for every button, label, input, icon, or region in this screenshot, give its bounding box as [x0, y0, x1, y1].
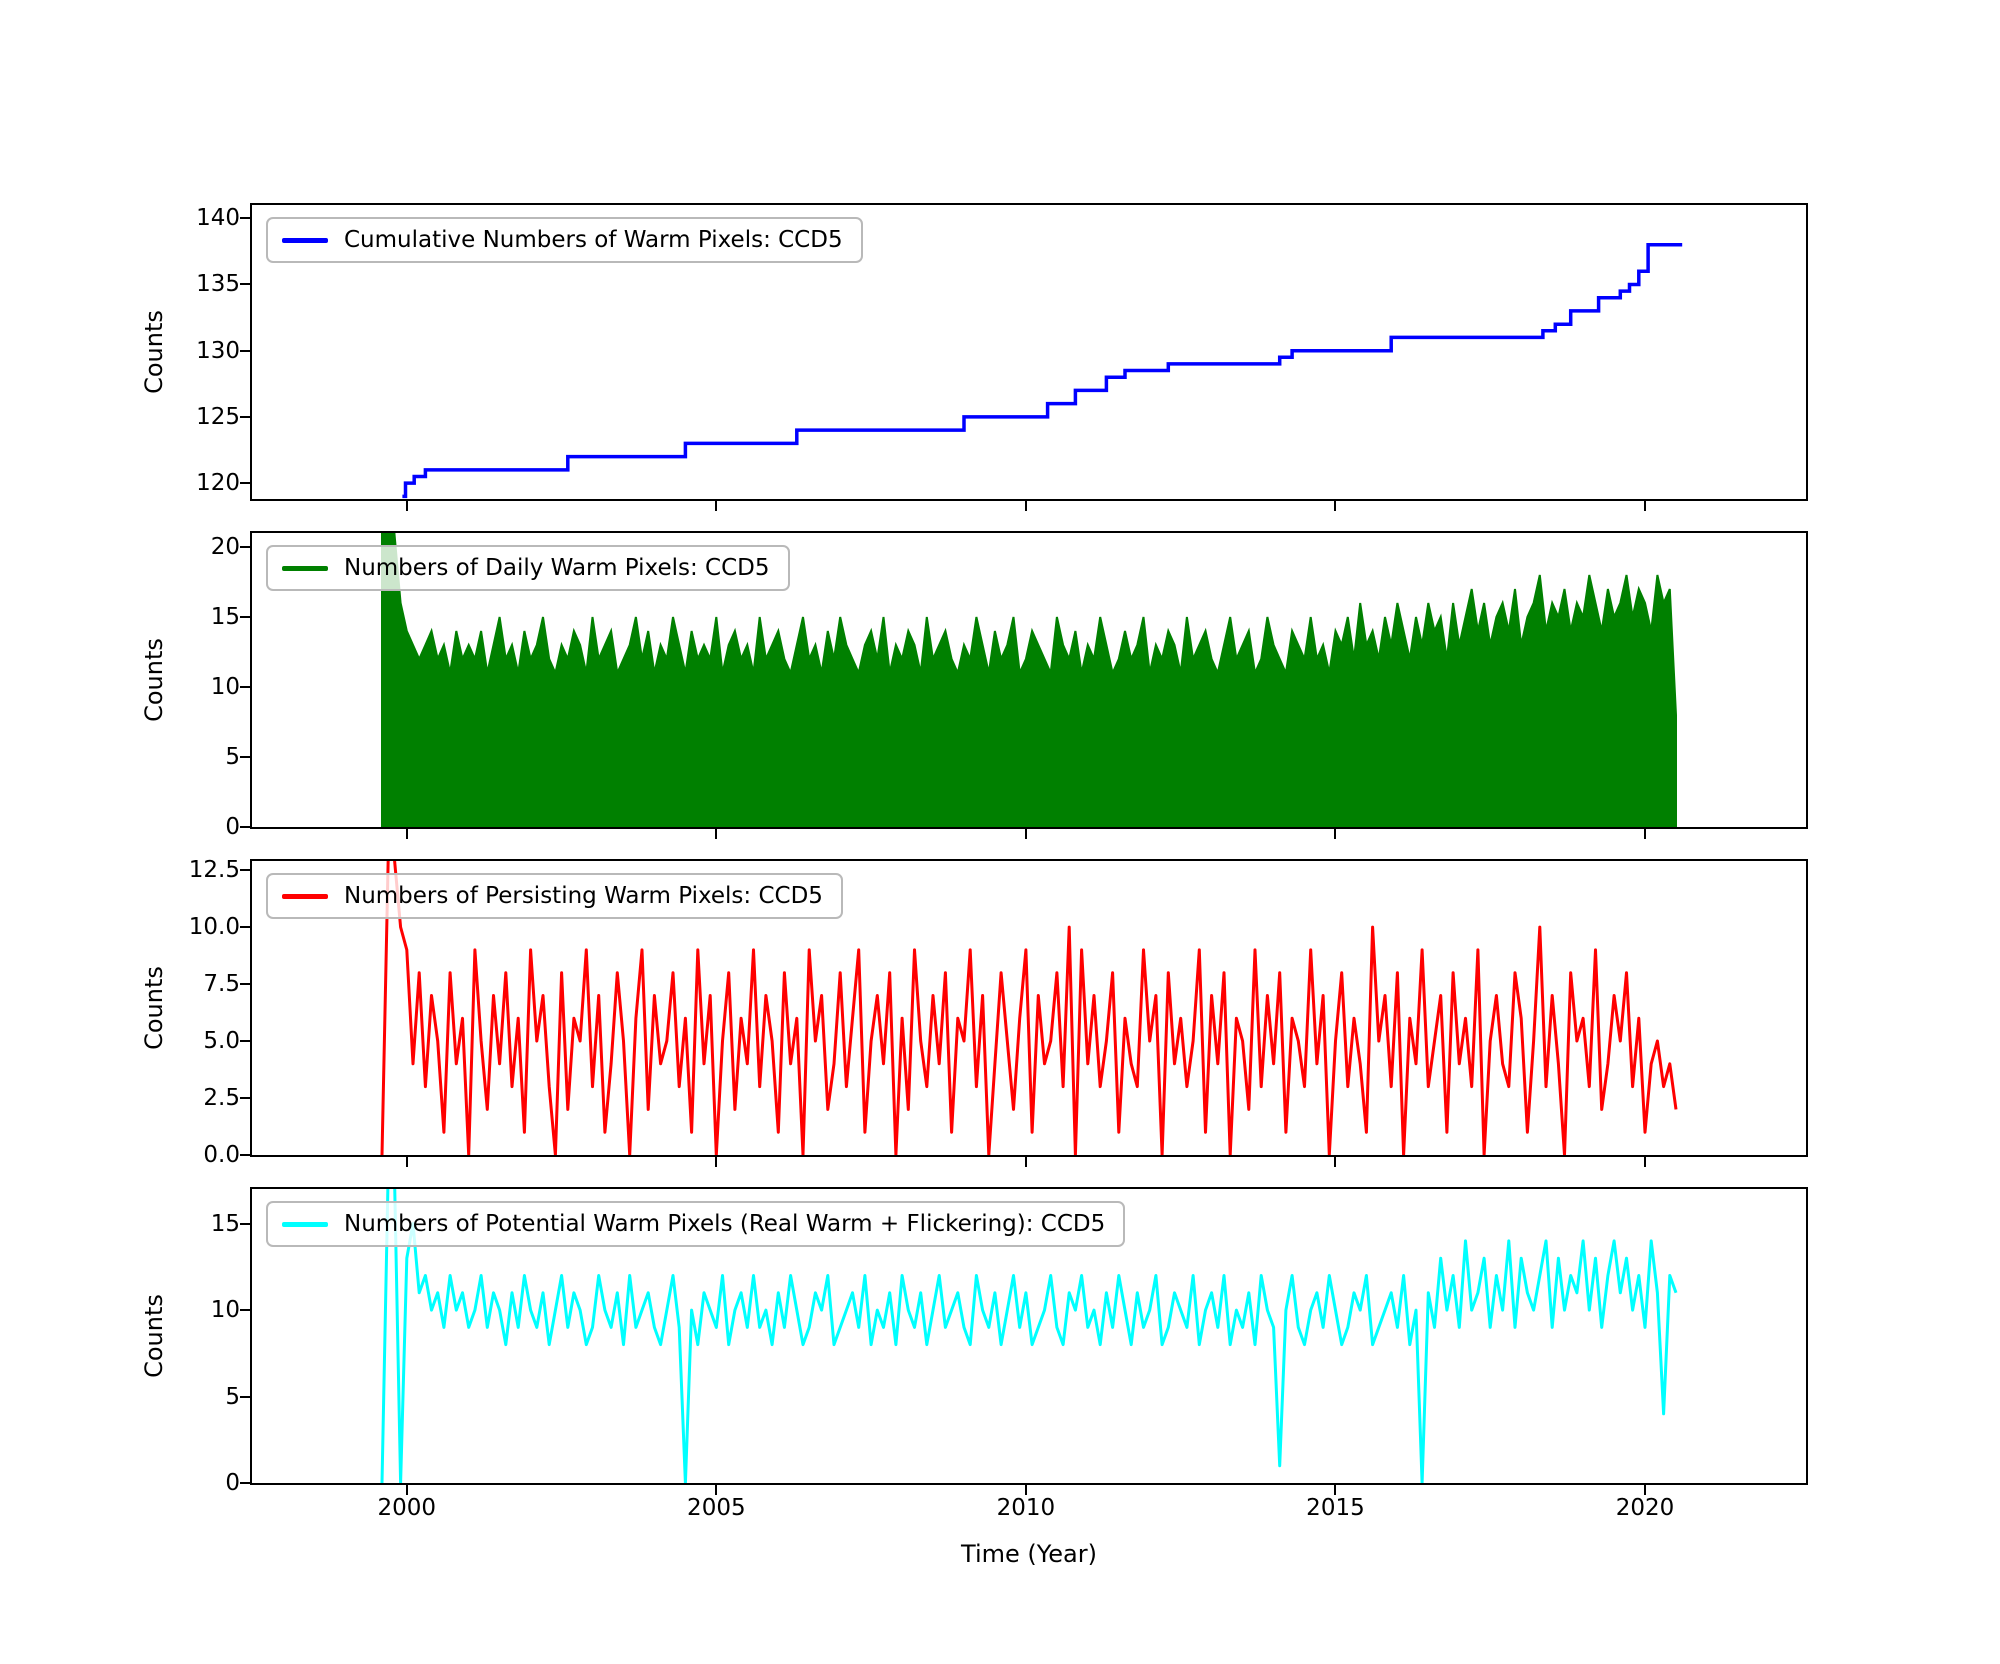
y-tick-mark: [240, 546, 250, 548]
y-tick-mark: [240, 869, 250, 872]
y-tick-label: 15: [210, 1210, 240, 1237]
series-step-line: [402, 242, 1683, 499]
plot-canvas: [380, 861, 1678, 1155]
y-tick-mark: [240, 926, 250, 929]
y-tick-label: 10: [210, 674, 240, 700]
x-tick-mark: [1644, 1485, 1647, 1495]
y-tick-mark: [240, 1309, 250, 1312]
x-tick-mark: [405, 1157, 408, 1167]
x-tick-mark: [405, 829, 408, 839]
x-tick-mark: [1334, 1157, 1337, 1167]
y-tick-mark: [240, 826, 250, 828]
y-tick-label: 0.0: [203, 1142, 240, 1168]
plot-canvas: [381, 533, 1677, 827]
x-tick-mark: [1024, 501, 1027, 511]
legend: Numbers of Potential Warm Pixels (Real W…: [266, 1201, 1126, 1247]
x-axis-label: Time (Year): [961, 1540, 1097, 1568]
y-tick-label: 140: [196, 205, 240, 232]
series-line: [380, 861, 1678, 1155]
x-tick-mark: [715, 501, 718, 511]
y-tick-label: 5.0: [203, 1028, 240, 1055]
y-tick-label: 5: [225, 744, 240, 770]
x-tick-mark: [1644, 1157, 1647, 1167]
y-tick-label: 5: [225, 1383, 240, 1410]
plot-canvas: [402, 242, 1683, 499]
legend: Numbers of Daily Warm Pixels: CCD5: [266, 545, 790, 591]
plot-canvas: [380, 1189, 1678, 1483]
subplot-persisting: Counts 0.0 2.5 5.0 7.5 10.0 12.5 Numbers of P…: [140, 857, 1808, 1168]
y-tick-mark: [240, 983, 250, 986]
x-tick-mark: [1024, 829, 1027, 839]
y-tick-mark: [240, 1482, 250, 1484]
legend-label: Numbers of Daily Warm Pixels: CCD5: [344, 555, 770, 581]
x-tick-mark: [715, 829, 718, 839]
subplot-daily: Counts 0 5 10 15 20 Numbers of Daily Warm Pi…: [140, 531, 1808, 840]
y-tick-mark: [240, 616, 250, 618]
legend-label: Cumulative Numbers of Warm Pixels: CCD5: [344, 227, 843, 253]
x-tick-label: 2000: [377, 1495, 437, 1521]
y-tick-labels: 0.0 2.5 5.0 7.5 10.0 12.5: [150, 857, 240, 1168]
y-tick-mark: [240, 1395, 250, 1398]
x-tick-mark: [1644, 501, 1647, 511]
legend-label: Numbers of Persisting Warm Pixels: CCD5: [344, 883, 823, 909]
y-tick-label: 15: [210, 604, 240, 630]
x-tick-label: 2015: [1306, 1495, 1365, 1521]
y-tick-label: 130: [196, 337, 240, 364]
y-tick-label: 135: [196, 271, 240, 298]
y-tick-label: 0: [225, 1470, 240, 1496]
y-tick-label: 10.0: [188, 914, 240, 941]
x-tick-label: 2010: [996, 1495, 1056, 1521]
y-tick-label: 7.5: [203, 971, 240, 998]
legend-line-sample: [282, 565, 328, 571]
y-tick-mark: [240, 349, 250, 352]
x-tick-label: 2005: [687, 1495, 746, 1521]
x-tick-mark: [1024, 1157, 1027, 1167]
y-tick-labels: 0 5 10 15 20: [150, 533, 240, 840]
x-tick-mark: [1024, 1485, 1027, 1495]
y-tick-label: 20: [210, 534, 240, 560]
x-tick-mark: [1334, 829, 1337, 839]
legend-line-sample: [282, 1221, 328, 1227]
legend: Numbers of Persisting Warm Pixels: CCD5: [266, 873, 843, 919]
y-tick-label: 12.5: [188, 857, 240, 884]
y-tick-label: 120: [196, 470, 240, 497]
subplot-potential: Counts 0 5 10 15 Numbers of Potential Warm …: [140, 1187, 1808, 1496]
y-tick-mark: [240, 482, 250, 485]
series-line: [380, 1189, 1678, 1483]
x-tick-mark: [1644, 829, 1647, 839]
legend-line-sample: [282, 237, 328, 243]
x-tick-labels: 2000 2005 2010 2015 2020: [252, 1495, 1806, 1527]
y-tick-label: 10: [210, 1297, 240, 1324]
y-tick-mark: [240, 1040, 250, 1043]
legend-label: Numbers of Potential Warm Pixels (Real W…: [344, 1211, 1106, 1237]
subplot-cumulative: Counts 120 125 130 135 140 Cumulative Number…: [140, 203, 1808, 511]
series-area: [381, 533, 1677, 827]
legend: Cumulative Numbers of Warm Pixels: CCD5: [266, 217, 863, 263]
x-tick-mark: [1334, 1485, 1337, 1495]
x-tick-mark: [405, 1485, 408, 1495]
x-tick-mark: [715, 1157, 718, 1167]
y-tick-mark: [240, 1222, 250, 1225]
y-tick-labels: 120 125 130 135 140: [150, 205, 240, 499]
y-tick-mark: [240, 283, 250, 286]
y-tick-label: 0: [225, 814, 240, 840]
y-tick-mark: [240, 1097, 250, 1100]
y-tick-mark: [240, 415, 250, 418]
y-tick-mark: [240, 1154, 250, 1156]
y-tick-label: 125: [196, 403, 240, 430]
y-tick-label: 2.5: [203, 1085, 240, 1112]
x-tick-mark: [715, 1485, 718, 1495]
legend-line-sample: [282, 893, 328, 899]
y-tick-labels: 0 5 10 15: [150, 1189, 240, 1496]
y-tick-mark: [240, 686, 250, 688]
x-tick-mark: [405, 501, 408, 511]
y-tick-mark: [240, 756, 250, 758]
x-tick-label: 2020: [1615, 1495, 1675, 1521]
y-tick-mark: [240, 217, 250, 220]
x-tick-mark: [1334, 501, 1337, 511]
